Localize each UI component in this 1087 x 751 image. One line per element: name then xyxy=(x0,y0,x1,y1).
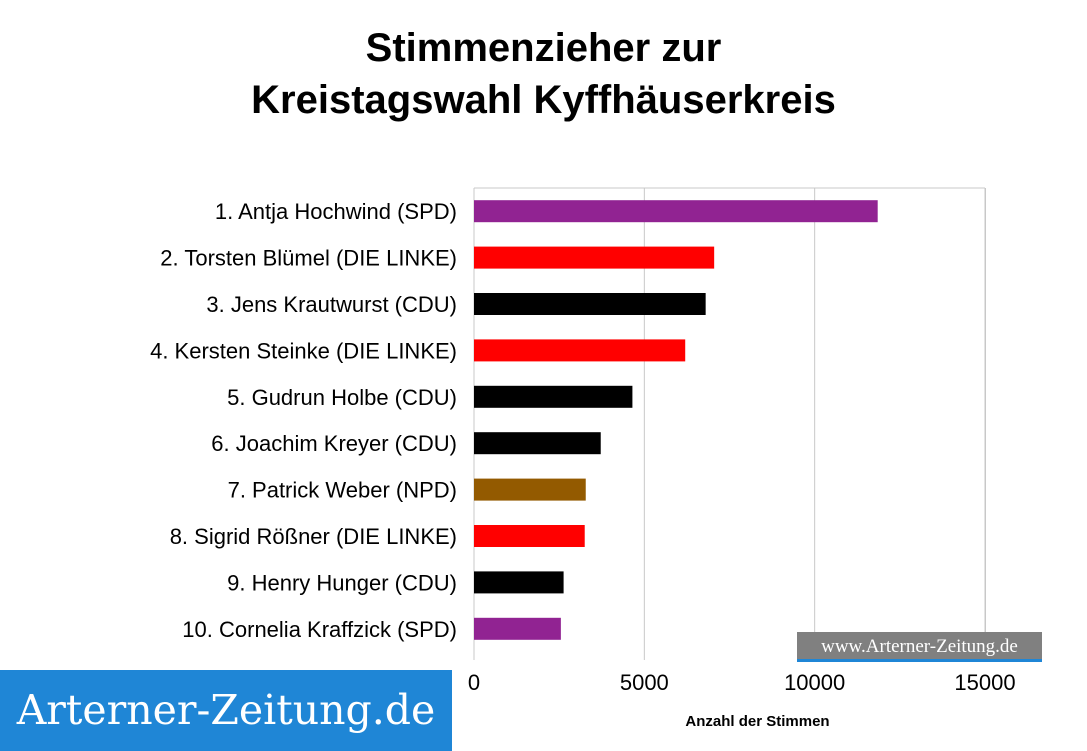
bar xyxy=(474,339,686,362)
chart-title-line-1: Stimmenzieher zur xyxy=(365,26,722,70)
category-label: 8. Sigrid Rößner (DIE LINKE) xyxy=(170,524,457,549)
bar xyxy=(474,200,878,223)
bar xyxy=(474,571,564,594)
x-axis-label: Anzahl der Stimmen xyxy=(685,713,829,730)
x-tick-label: 10000 xyxy=(784,670,845,695)
category-label: 5. Gudrun Holbe (CDU) xyxy=(227,385,457,410)
category-label: 2. Torsten Blümel (DIE LINKE) xyxy=(160,246,457,271)
bar xyxy=(474,385,633,408)
watermark-url: www.Arterner-Zeitung.de xyxy=(797,632,1042,662)
chart-title: Stimmenzieher zur Kreistagswahl Kyffhäus… xyxy=(0,22,1087,126)
category-label: 6. Joachim Kreyer (CDU) xyxy=(211,431,457,456)
bar xyxy=(474,432,601,455)
bar xyxy=(474,478,586,501)
category-label: 1. Antja Hochwind (SPD) xyxy=(215,199,457,224)
bar xyxy=(474,525,585,547)
category-label: 10. Cornelia Kraffzick (SPD) xyxy=(182,617,457,642)
x-tick-label: 15000 xyxy=(954,670,1015,695)
bar xyxy=(474,293,706,315)
category-label: 4. Kersten Steinke (DIE LINKE) xyxy=(150,338,457,363)
x-tick-label: 5000 xyxy=(620,670,669,695)
x-tick-label: 0 xyxy=(468,670,480,695)
category-label: 7. Patrick Weber (NPD) xyxy=(228,478,457,503)
category-label: 9. Henry Hunger (CDU) xyxy=(227,570,457,595)
category-label: 3. Jens Krautwurst (CDU) xyxy=(206,292,457,317)
bar xyxy=(474,617,561,640)
bar xyxy=(474,246,715,269)
chart-title-line-2: Kreistagswahl Kyffhäuserkreis xyxy=(251,78,836,122)
site-banner[interactable]: Arterner-Zeitung.de xyxy=(0,670,452,751)
